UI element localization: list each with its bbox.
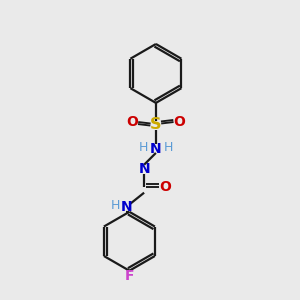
Text: F: F (124, 269, 134, 283)
Text: O: O (173, 115, 185, 129)
Text: N: N (138, 162, 150, 176)
Text: O: O (160, 180, 172, 194)
Text: N: N (150, 142, 162, 155)
Text: O: O (126, 115, 138, 129)
Text: N: N (121, 200, 132, 214)
Text: S: S (150, 118, 162, 133)
Text: H: H (111, 200, 120, 212)
Text: H: H (164, 141, 173, 154)
Text: H: H (139, 141, 148, 154)
